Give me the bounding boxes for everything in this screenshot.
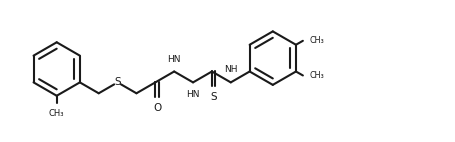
Text: S: S	[114, 77, 121, 87]
Text: S: S	[210, 92, 217, 102]
Text: CH₃: CH₃	[309, 36, 324, 45]
Text: O: O	[152, 103, 161, 113]
Text: HN: HN	[167, 55, 181, 64]
Text: CH₃: CH₃	[49, 109, 64, 118]
Text: HN: HN	[186, 90, 199, 99]
Text: NH: NH	[223, 65, 237, 74]
Text: CH₃: CH₃	[309, 71, 324, 80]
